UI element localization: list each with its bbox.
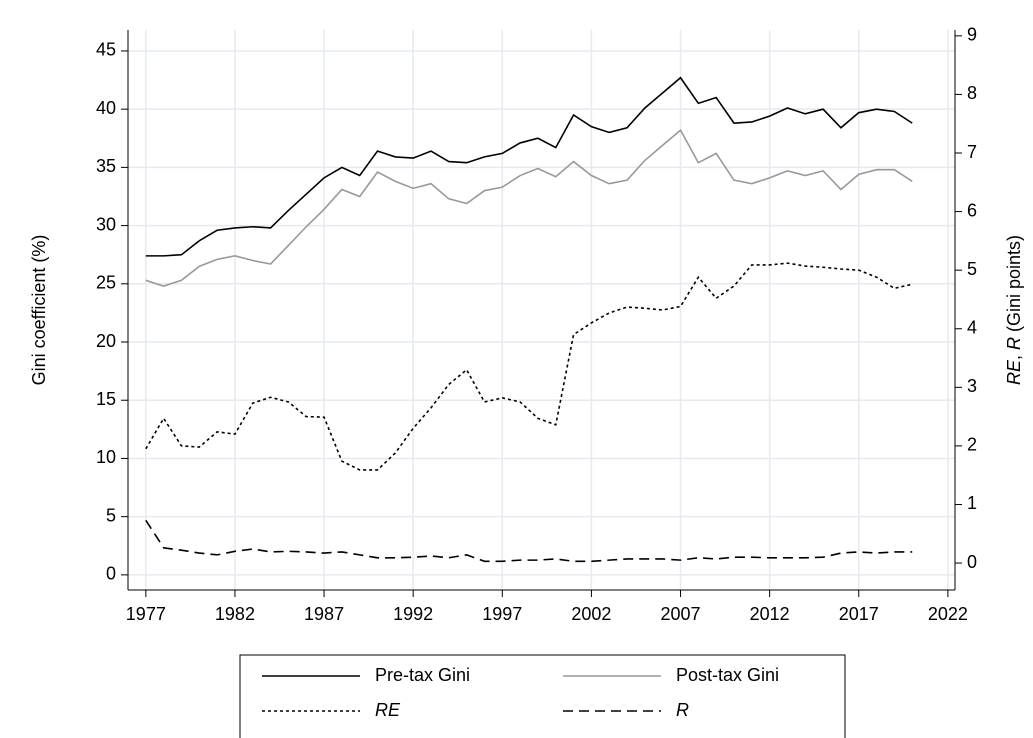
- x-tick-label: 1982: [215, 604, 255, 624]
- y-tick-label: 20: [96, 331, 116, 351]
- x-tick-label: 1997: [482, 604, 522, 624]
- x-tick-label: 2017: [839, 604, 879, 624]
- series-line: [145, 519, 913, 563]
- y2-tick-label: 8: [967, 83, 977, 103]
- y-tick-label: 30: [96, 214, 116, 234]
- legend-label: R: [676, 700, 689, 720]
- y-tick-label: 45: [96, 40, 116, 60]
- y-tick-label: 0: [106, 564, 116, 584]
- legend-label: Post-tax Gini: [676, 665, 779, 685]
- y-tick-label: 35: [96, 156, 116, 176]
- legend-label: Pre-tax Gini: [375, 665, 470, 685]
- y-tick-label: 40: [96, 98, 116, 118]
- y2-label-part: (Gini points): [1004, 235, 1024, 337]
- x-tick-label: 1992: [393, 604, 433, 624]
- y2-label-part: ,: [1004, 350, 1024, 360]
- y-tick-label: 25: [96, 273, 116, 293]
- series-line: [145, 76, 913, 257]
- y2-tick-label: 2: [967, 435, 977, 455]
- series-line: [145, 128, 913, 287]
- y-axis-label: Gini coefficient (%): [29, 235, 49, 386]
- y2-axis-label: RE, R (Gini points): [1004, 235, 1024, 385]
- x-tick-label: 1977: [126, 604, 166, 624]
- y2-tick-label: 7: [967, 142, 977, 162]
- y-tick-label: 10: [96, 447, 116, 467]
- y2-tick-label: 0: [967, 552, 977, 572]
- x-tick-label: 1987: [304, 604, 344, 624]
- y-tick-label: 5: [106, 505, 116, 525]
- y2-tick-label: 6: [967, 200, 977, 220]
- y-tick-label: 15: [96, 389, 116, 409]
- y2-tick-label: 4: [967, 317, 977, 337]
- x-tick-label: 2022: [928, 604, 968, 624]
- x-tick-label: 2002: [571, 604, 611, 624]
- y2-tick-label: 3: [967, 376, 977, 396]
- y2-label-part: RE: [1004, 359, 1024, 385]
- y2-tick-label: 5: [967, 259, 977, 279]
- y2-tick-label: 1: [967, 493, 977, 513]
- series-line: [145, 262, 913, 471]
- legend-label: RE: [375, 700, 401, 720]
- y2-tick-label: 9: [967, 25, 977, 45]
- legend-box: [239, 654, 846, 738]
- y2-label-part: R: [1004, 337, 1024, 350]
- x-tick-label: 2012: [750, 604, 790, 624]
- x-tick-label: 2007: [660, 604, 700, 624]
